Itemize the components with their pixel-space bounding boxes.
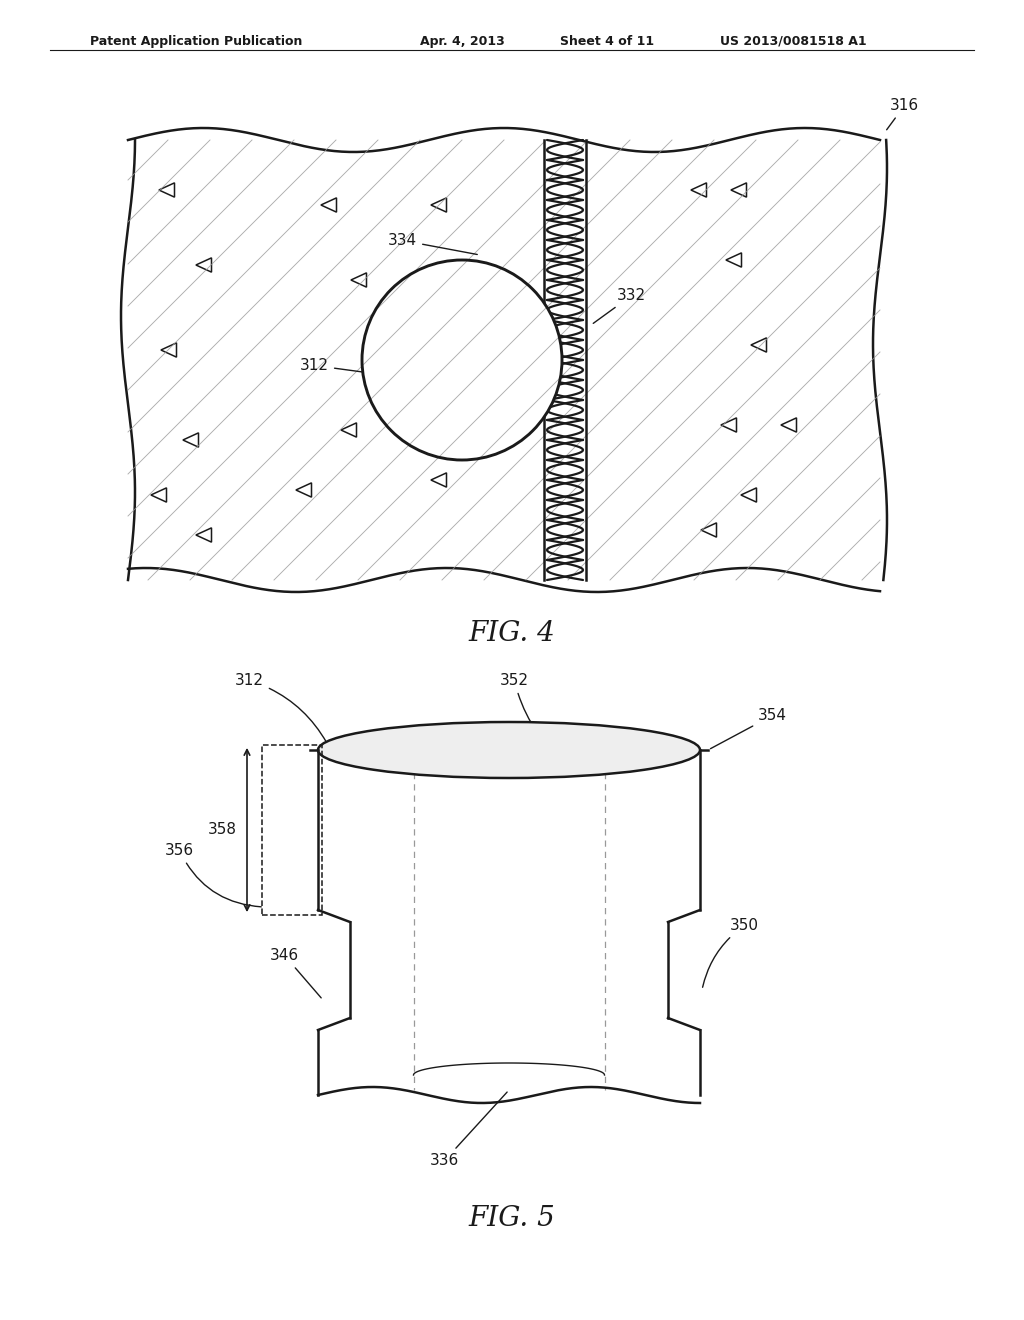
Bar bbox=[262, 744, 322, 915]
Text: FIG. 4: FIG. 4 bbox=[469, 620, 555, 647]
Text: US 2013/0081518 A1: US 2013/0081518 A1 bbox=[720, 36, 866, 48]
Text: 350: 350 bbox=[702, 917, 759, 987]
Text: 316: 316 bbox=[887, 98, 920, 129]
Text: 332: 332 bbox=[593, 288, 646, 323]
Text: 312: 312 bbox=[300, 358, 419, 380]
Text: Patent Application Publication: Patent Application Publication bbox=[90, 36, 302, 48]
Ellipse shape bbox=[318, 722, 700, 777]
Text: 358: 358 bbox=[208, 822, 237, 837]
Text: Sheet 4 of 11: Sheet 4 of 11 bbox=[560, 36, 654, 48]
Text: 356: 356 bbox=[165, 843, 261, 907]
Text: 312: 312 bbox=[234, 673, 327, 743]
Text: 352: 352 bbox=[500, 673, 538, 733]
Text: 346: 346 bbox=[270, 948, 322, 998]
Text: Apr. 4, 2013: Apr. 4, 2013 bbox=[420, 36, 505, 48]
Text: 336: 336 bbox=[430, 1092, 507, 1168]
Text: 354: 354 bbox=[711, 708, 787, 748]
Text: 334: 334 bbox=[388, 234, 477, 255]
Circle shape bbox=[362, 260, 562, 459]
Text: FIG. 5: FIG. 5 bbox=[469, 1205, 555, 1232]
